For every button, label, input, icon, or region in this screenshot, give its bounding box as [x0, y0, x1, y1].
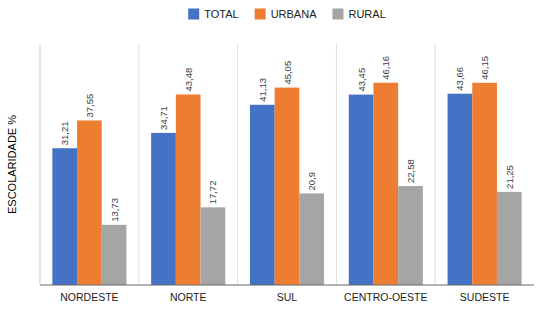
bar	[201, 207, 226, 285]
bar	[176, 94, 201, 285]
x-tick-label: SUL	[277, 291, 298, 303]
bar	[52, 148, 77, 285]
data-label: 43,45	[356, 68, 367, 92]
legend-label: TOTAL	[204, 8, 238, 20]
bars	[52, 83, 521, 285]
bar	[448, 94, 473, 285]
data-label: 43,66	[454, 67, 465, 91]
legend-swatch	[188, 9, 199, 20]
legend-label: URBANA	[271, 8, 318, 20]
bar	[77, 120, 102, 285]
group-separator	[435, 44, 436, 285]
y-axis-line	[40, 44, 41, 285]
bar	[472, 83, 497, 285]
bar	[102, 225, 127, 285]
chart-container: 31,21 34,71 41,13 43,45 43,66 37,55 43,48 45,05…	[0, 0, 546, 315]
data-label: 37,55	[84, 94, 95, 118]
data-label: 17,72	[207, 181, 218, 205]
group-separator	[237, 44, 238, 285]
x-axis-line	[40, 285, 534, 286]
group-separator	[138, 44, 139, 285]
y-axis-label: ESCOLARIDADE %	[6, 115, 18, 214]
data-label: 31,21	[59, 121, 70, 145]
bar	[349, 95, 374, 285]
bar	[250, 105, 275, 285]
x-tick-label: NORDESTE	[60, 291, 118, 303]
data-label: 21,25	[504, 165, 515, 189]
data-label: 20,9	[306, 172, 317, 191]
legend: TOTAL URBANA RURAL	[188, 8, 386, 20]
legend-label: RURAL	[348, 8, 385, 20]
data-label: 43,48	[183, 68, 194, 92]
bar	[151, 133, 176, 285]
x-tick-label: SUDESTE	[460, 291, 510, 303]
data-label: 34,71	[158, 106, 169, 130]
bar	[299, 193, 324, 285]
data-label: 46,16	[380, 56, 391, 80]
data-label: 45,05	[282, 61, 293, 85]
legend-swatch	[255, 9, 266, 20]
data-label: 41,13	[257, 78, 268, 102]
data-label: 22,58	[405, 159, 416, 183]
legend-swatch	[332, 9, 343, 20]
chart-svg: 31,21 34,71 41,13 43,45 43,66 37,55 43,48 45,05…	[0, 0, 546, 315]
x-tick-label: CENTRO-OESTE	[344, 291, 427, 303]
bar	[275, 88, 300, 285]
bar	[497, 192, 522, 285]
x-tick-label: NORTE	[170, 291, 207, 303]
bar	[398, 186, 423, 285]
data-label: 46,15	[479, 56, 490, 80]
bar	[373, 83, 398, 285]
data-label: 13,73	[109, 198, 120, 222]
group-separator	[336, 44, 337, 285]
